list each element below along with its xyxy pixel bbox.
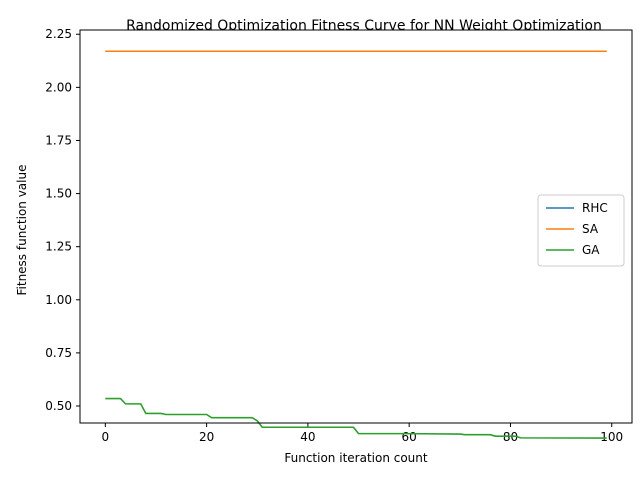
y-tick-label: 1.50 [45, 187, 72, 201]
y-tick-label: 0.50 [45, 399, 72, 413]
legend-box [537, 194, 625, 267]
y-tick-label: 2.25 [45, 27, 72, 41]
legend-label-ga: GA [582, 243, 600, 257]
y-axis-title: Fitness function value [15, 165, 29, 296]
x-axis-title: Function iteration count [284, 451, 428, 465]
plot-frame [79, 29, 633, 424]
x-tick-label: 40 [300, 430, 315, 444]
x-tick-label: 20 [199, 430, 214, 444]
x-tick-label: 60 [402, 430, 417, 444]
y-tick-label: 1.00 [45, 293, 72, 307]
y-tick-label: 1.75 [45, 133, 72, 147]
legend-label-rhc: RHC [582, 201, 608, 215]
ticks-group: 0 20 40 60 80 100 0.50 0.75 1.00 1.25 1.50 1.75 2.00… [45, 27, 623, 444]
x-tick-label: 100 [600, 430, 623, 444]
y-tick-label: 2.00 [45, 80, 72, 94]
legend-label-sa: SA [582, 222, 599, 236]
y-tick-label: 0.75 [45, 346, 72, 360]
legend: RHC SA GA [537, 194, 625, 267]
series-group [105, 50, 607, 439]
x-tick-label: 0 [102, 430, 110, 444]
series-line-ga [105, 397, 607, 439]
x-tick-label: 80 [503, 430, 518, 444]
y-tick-label: 1.25 [45, 240, 72, 254]
